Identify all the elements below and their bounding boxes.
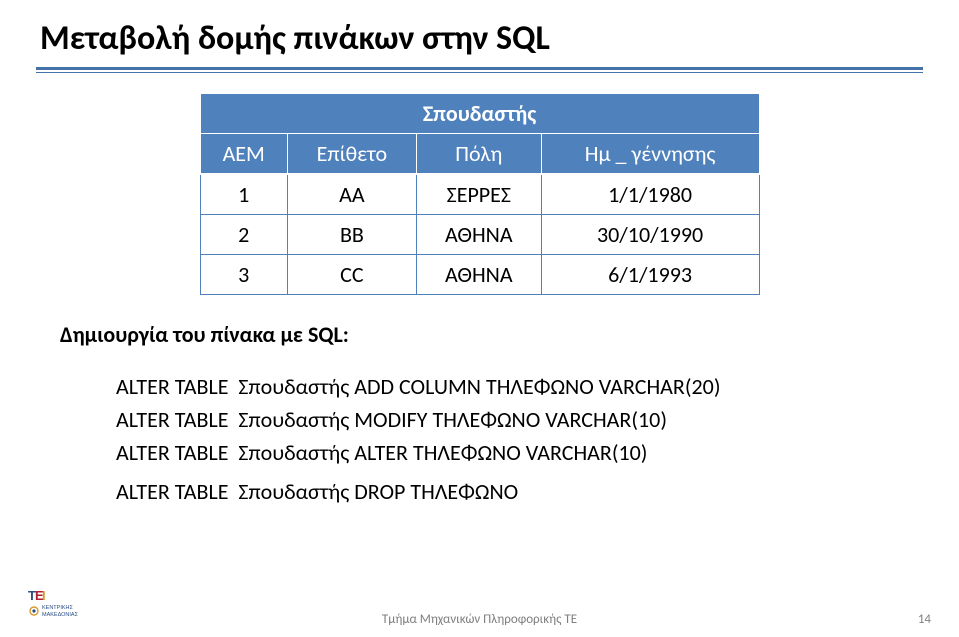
- cell: ΑΘΗΝΑ: [416, 255, 541, 295]
- cell: BB: [287, 215, 416, 255]
- table-caption: Σπουδαστής: [200, 94, 759, 134]
- page-number: 14: [918, 612, 931, 627]
- table-wrapper: Σπουδαστής ΑΕΜ Επίθετο Πόλη Ημ _ γέννηση…: [200, 93, 760, 295]
- cell: AA: [287, 174, 416, 215]
- table-row: 2 BB ΑΘΗΝΑ 30/10/1990: [200, 215, 759, 255]
- sql-statements: ALTER TABLE Σπουδαστής ADD COLUMN ΤΗΛΕΦΩ…: [116, 370, 899, 508]
- table-header-row: ΑΕΜ Επίθετο Πόλη Ημ _ γέννησης: [200, 134, 759, 175]
- footer-text: Τμήμα Μηχανικών Πληροφορικής ΤΕ: [382, 612, 577, 627]
- section-label: Δημιουργία του πίνακα με SQL:: [60, 321, 899, 348]
- cell: 30/10/1990: [541, 215, 759, 255]
- sql-statement: ALTER TABLE Σπουδαστής MODIFY ΤΗΛΕΦΩΝΟ V…: [116, 403, 899, 436]
- sql-statement: ALTER TABLE Σπουδαστής ALTER ΤΗΛΕΦΩΝΟ VA…: [116, 436, 899, 469]
- footer: T E I ΚΕΝΤΡΙΚΗΣ ΜΑΚΕΔΟΝΙΑΣ Τμήμα Μηχανικ…: [0, 587, 959, 627]
- data-table: Σπουδαστής ΑΕΜ Επίθετο Πόλη Ημ _ γέννηση…: [200, 93, 760, 295]
- svg-text:I: I: [42, 588, 46, 603]
- col-header: Πόλη: [416, 134, 541, 175]
- cell: CC: [287, 255, 416, 295]
- slide-title: Μεταβολή δομής πινάκων στην SQL: [0, 0, 959, 67]
- cell: 2: [200, 215, 287, 255]
- cell: 1/1/1980: [541, 174, 759, 215]
- cell: 1: [200, 174, 287, 215]
- cell: 3: [200, 255, 287, 295]
- cell: 6/1/1993: [541, 255, 759, 295]
- sql-statement: ALTER TABLE Σπουδαστής ADD COLUMN ΤΗΛΕΦΩ…: [116, 370, 899, 403]
- sql-statement: ALTER TABLE Σπουδαστής DROP ΤΗΛΕΦΩΝΟ: [116, 475, 899, 508]
- table-row: 1 AA ΣΕΡΡΕΣ 1/1/1980: [200, 174, 759, 215]
- content-area: Σπουδαστής ΑΕΜ Επίθετο Πόλη Ημ _ γέννηση…: [0, 73, 959, 508]
- col-header: ΑΕΜ: [200, 134, 287, 175]
- cell: ΑΘΗΝΑ: [416, 215, 541, 255]
- svg-text:ΚΕΝΤΡΙΚΗΣ: ΚΕΝΤΡΙΚΗΣ: [42, 605, 74, 611]
- svg-text:ΜΑΚΕΔΟΝΙΑΣ: ΜΑΚΕΔΟΝΙΑΣ: [42, 612, 79, 618]
- col-header: Ημ _ γέννησης: [541, 134, 759, 175]
- tei-logo-icon: T E I ΚΕΝΤΡΙΚΗΣ ΜΑΚΕΔΟΝΙΑΣ: [28, 587, 106, 621]
- table-row: 3 CC ΑΘΗΝΑ 6/1/1993: [200, 255, 759, 295]
- col-header: Επίθετο: [287, 134, 416, 175]
- cell: ΣΕΡΡΕΣ: [416, 174, 541, 215]
- slide: Μεταβολή δομής πινάκων στην SQL Σπουδαστ…: [0, 0, 959, 637]
